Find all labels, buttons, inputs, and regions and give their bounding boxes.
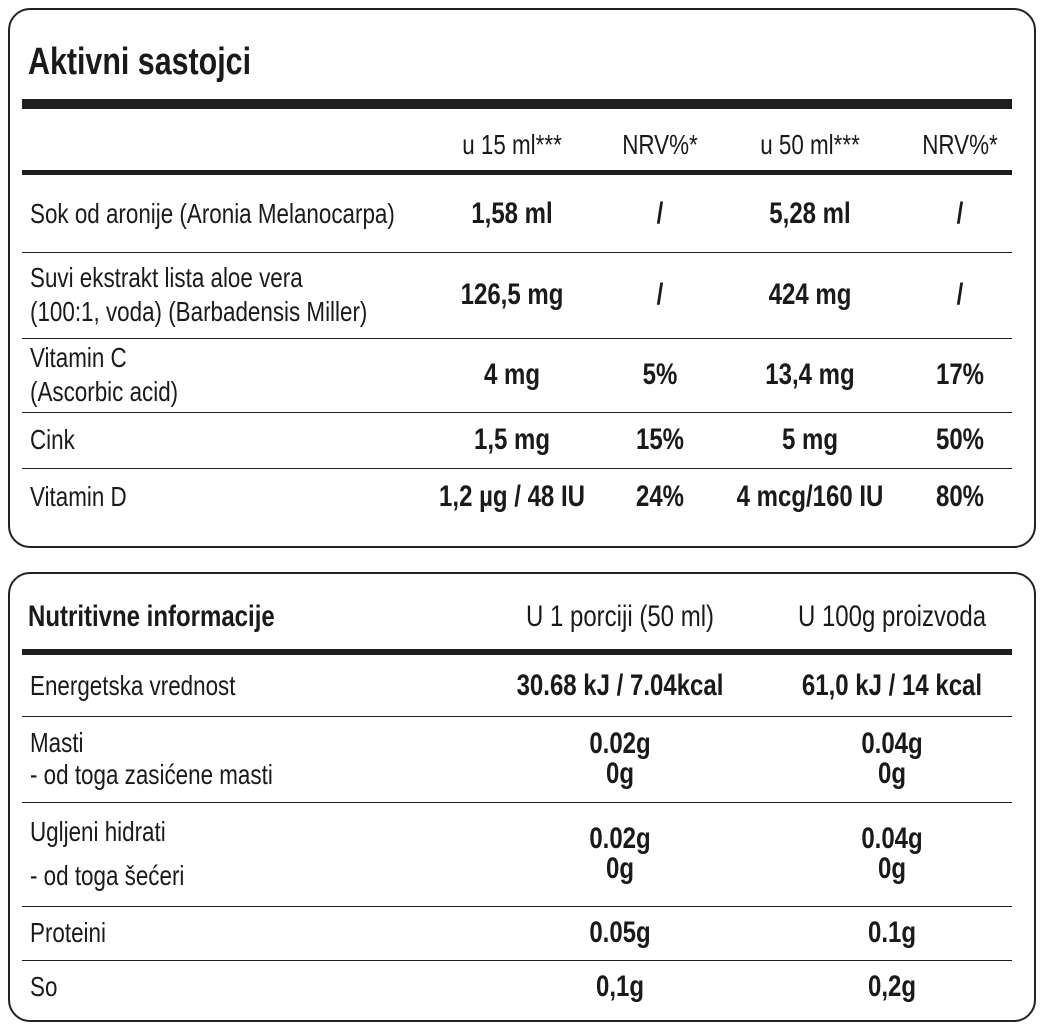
rule <box>22 412 1012 413</box>
cell-value: 5,28 ml <box>769 196 851 230</box>
cell-value: 1,58 ml <box>471 196 553 230</box>
cell-value: 0.02g <box>589 727 651 760</box>
cell-value: 0,2g <box>867 970 917 1003</box>
cell-value: 15% <box>635 423 685 456</box>
column-header: NRV%* <box>922 129 998 160</box>
cell-value: 13,4 mg <box>765 358 855 391</box>
row-label: Energetska vrednost <box>30 669 236 701</box>
cell-value: / <box>956 278 964 311</box>
section-title: Nutritivne informacije <box>28 600 275 633</box>
cell-value: 24% <box>635 479 685 513</box>
cell-value: 4 mg <box>483 358 541 391</box>
row-label: Masti <box>30 727 84 758</box>
cell-value: 0.04g <box>861 822 923 855</box>
cell-value: 5 mg <box>781 423 839 456</box>
row-label: Proteini <box>30 917 106 948</box>
column-header: U 1 porciji (50 ml) <box>525 600 715 633</box>
active-panel <box>8 8 1036 548</box>
row-label: Sok od aronije (Aronia Melanocarpa) <box>30 197 395 229</box>
rule <box>22 906 1012 907</box>
row-label: Vitamin D <box>30 480 127 512</box>
cell-value: 0g <box>877 757 907 790</box>
cell-value: 0g <box>605 757 635 790</box>
column-header: U 100g proizvoda <box>797 600 987 633</box>
cell-value: / <box>656 278 664 311</box>
row-label: Suvi ekstrakt lista aloe vera <box>30 262 303 293</box>
cell-value: 50% <box>935 423 985 456</box>
cell-value: 61,0 kJ / 14 kcal <box>801 668 983 702</box>
row-label: - od toga šećeri <box>30 860 185 891</box>
cell-value: 4 mcg/160 IU <box>736 479 884 513</box>
row-label: Ugljeni hidrati <box>30 816 166 847</box>
rule <box>22 649 1012 655</box>
cell-value: 424 mg <box>768 278 852 311</box>
cell-value: / <box>956 196 964 230</box>
cell-value: 0,1g <box>595 970 645 1003</box>
cell-value: 0.04g <box>861 727 923 760</box>
cell-value: 0.1g <box>867 916 917 949</box>
cell-value: 0g <box>877 852 907 885</box>
section-title: Aktivni sastojci <box>28 41 252 83</box>
cell-value: 0g <box>605 852 635 885</box>
cell-value: / <box>656 196 664 230</box>
cell-value: 80% <box>935 479 985 513</box>
rule <box>22 252 1012 253</box>
cell-value: 126,5 mg <box>460 278 564 311</box>
cell-value: 30.68 kJ / 7.04kcal <box>516 668 724 702</box>
row-label: Vitamin C <box>30 342 127 373</box>
rule <box>22 960 1012 961</box>
cell-value: 1,5 mg <box>473 423 551 456</box>
row-label: So <box>30 971 58 1002</box>
row-label: Cink <box>30 424 75 455</box>
cell-value: 0.05g <box>589 916 651 949</box>
rule <box>22 802 1012 803</box>
cell-value: 0.02g <box>589 822 651 855</box>
row-label: (100:1, voda) (Barbadensis Miller) <box>30 296 368 327</box>
rule <box>22 338 1012 339</box>
rule <box>22 170 1012 175</box>
column-header: u 15 ml*** <box>462 129 562 160</box>
row-label: - od toga zasićene masti <box>30 759 273 790</box>
cell-value: 1,2 µg / 48 IU <box>439 479 585 513</box>
row-label: (Ascorbic acid) <box>30 376 179 407</box>
column-header: u 50 ml*** <box>760 129 860 160</box>
cell-value: 5% <box>642 358 678 391</box>
rule <box>22 468 1012 469</box>
rule <box>22 716 1012 717</box>
nutrition-panel <box>8 572 1036 1022</box>
rule <box>22 99 1012 109</box>
cell-value: 17% <box>935 358 985 391</box>
column-header: NRV%* <box>622 129 698 160</box>
